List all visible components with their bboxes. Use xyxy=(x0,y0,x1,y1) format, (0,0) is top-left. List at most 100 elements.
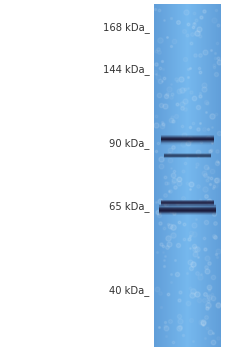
Bar xyxy=(199,4,200,346)
Bar xyxy=(186,4,187,346)
Bar xyxy=(185,4,186,346)
Bar xyxy=(201,4,202,346)
Bar xyxy=(203,4,204,346)
Bar xyxy=(159,205,216,206)
Bar xyxy=(159,206,216,207)
Bar xyxy=(180,4,181,346)
Bar xyxy=(161,202,214,203)
Bar xyxy=(161,203,214,204)
Bar xyxy=(174,4,175,346)
Bar xyxy=(202,4,203,346)
Bar xyxy=(164,156,211,157)
Bar xyxy=(161,139,214,140)
Bar xyxy=(177,4,178,346)
Bar xyxy=(200,4,201,346)
Bar xyxy=(209,4,210,346)
Bar xyxy=(161,205,214,206)
Bar xyxy=(161,205,214,206)
Bar xyxy=(164,153,211,154)
Bar xyxy=(206,4,207,346)
Bar xyxy=(161,144,214,145)
Bar xyxy=(188,4,189,346)
Bar xyxy=(158,4,159,346)
Bar xyxy=(215,4,216,346)
Bar xyxy=(165,4,166,346)
Bar xyxy=(159,210,216,211)
Bar xyxy=(197,4,198,346)
Bar xyxy=(164,156,211,157)
Bar xyxy=(154,4,155,346)
Bar xyxy=(161,138,214,139)
Bar xyxy=(159,4,160,346)
Bar xyxy=(166,4,168,346)
Bar xyxy=(204,4,205,346)
Bar xyxy=(168,4,169,346)
Text: 40 kDa_: 40 kDa_ xyxy=(109,285,150,296)
Bar xyxy=(214,4,215,346)
Bar xyxy=(191,4,193,346)
Bar xyxy=(191,4,192,346)
Bar xyxy=(164,4,165,346)
Bar xyxy=(159,207,216,208)
Bar xyxy=(161,142,214,143)
Bar xyxy=(192,4,193,346)
Bar xyxy=(193,4,194,346)
Text: 144 kDa_: 144 kDa_ xyxy=(103,64,150,76)
Bar xyxy=(171,4,172,346)
Bar xyxy=(169,4,170,346)
Bar xyxy=(176,4,177,346)
Bar xyxy=(211,4,212,346)
Bar xyxy=(159,211,216,212)
Bar xyxy=(161,201,214,202)
Bar xyxy=(164,154,211,155)
Bar xyxy=(178,4,179,346)
Bar xyxy=(179,4,180,346)
Text: 90 kDa_: 90 kDa_ xyxy=(109,138,150,149)
Bar xyxy=(177,4,178,346)
Bar xyxy=(162,4,163,346)
Bar xyxy=(216,4,217,346)
Bar xyxy=(161,200,214,201)
Bar xyxy=(159,208,216,209)
Bar xyxy=(156,4,157,346)
Bar xyxy=(194,4,195,346)
Bar xyxy=(172,4,173,346)
Bar xyxy=(161,143,214,144)
Bar xyxy=(196,4,197,346)
Bar xyxy=(190,4,191,346)
Bar xyxy=(161,4,162,346)
Bar xyxy=(216,4,217,346)
Bar xyxy=(164,154,211,155)
Bar xyxy=(201,4,202,346)
Bar xyxy=(161,141,214,142)
Text: 168 kDa_: 168 kDa_ xyxy=(103,22,150,34)
Text: 65 kDa_: 65 kDa_ xyxy=(109,201,150,212)
Bar xyxy=(160,4,161,346)
Bar xyxy=(198,4,199,346)
Bar xyxy=(173,4,174,346)
Bar xyxy=(210,4,211,346)
Bar xyxy=(206,4,207,346)
Bar xyxy=(161,136,214,137)
Bar xyxy=(218,4,219,346)
Bar xyxy=(195,4,196,346)
Bar xyxy=(162,4,164,346)
Bar xyxy=(161,139,214,140)
Bar xyxy=(159,206,216,207)
Bar xyxy=(161,203,214,204)
Bar xyxy=(159,214,216,215)
Bar xyxy=(164,153,211,154)
Bar xyxy=(164,155,211,156)
Bar xyxy=(187,4,188,346)
Bar xyxy=(161,140,214,141)
Bar xyxy=(161,201,214,202)
Bar xyxy=(161,200,214,201)
Bar xyxy=(175,4,176,346)
Bar xyxy=(164,157,211,158)
Bar xyxy=(159,213,216,214)
Bar xyxy=(208,4,209,346)
Bar xyxy=(207,4,208,346)
Bar xyxy=(166,4,167,346)
Bar xyxy=(161,204,214,205)
Bar xyxy=(161,204,214,205)
